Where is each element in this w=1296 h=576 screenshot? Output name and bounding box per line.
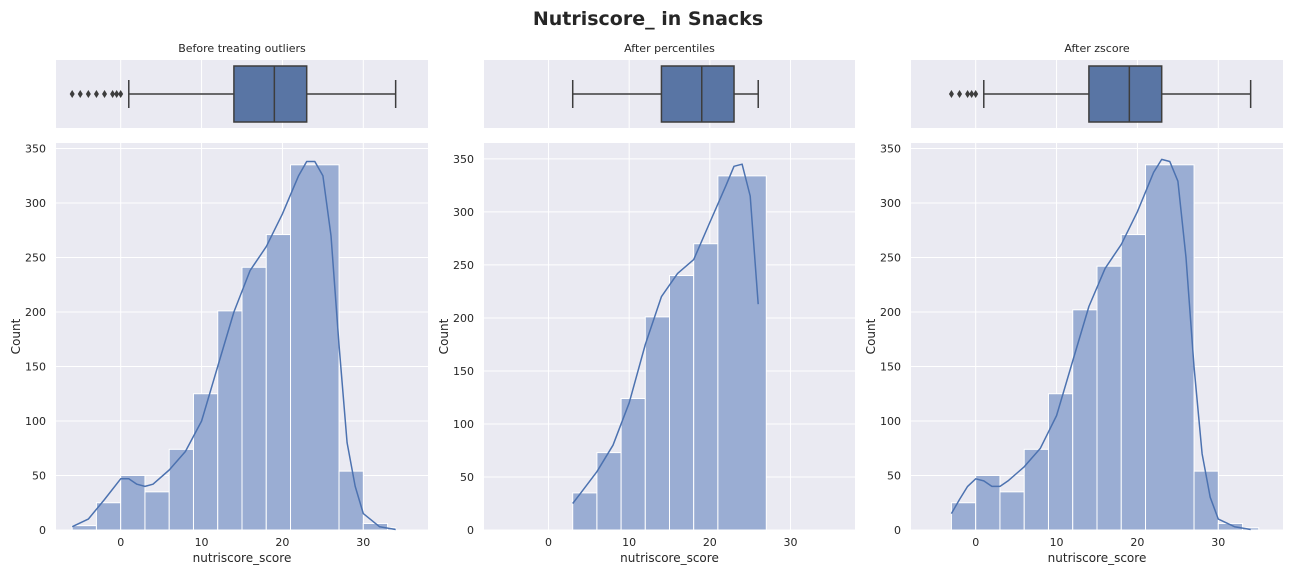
y-tick-label: 200 [25, 306, 46, 319]
x-axis-label: nutriscore_score [193, 551, 292, 565]
x-tick-label: 0 [972, 536, 979, 549]
y-tick-label: 50 [887, 469, 901, 482]
y-tick-label: 300 [453, 206, 474, 219]
x-tick-label: 0 [545, 536, 552, 549]
x-tick-label: 30 [783, 536, 797, 549]
outlier-point [93, 90, 99, 98]
histogram-bar [717, 175, 767, 531]
boxplot-panel-1: Before treating outliers [56, 42, 428, 128]
y-tick-label: 300 [880, 197, 901, 210]
outlier-point [973, 90, 979, 98]
x-tick-label: 30 [1211, 536, 1225, 549]
histogram-bar [265, 234, 292, 531]
kde-line [572, 163, 759, 504]
kde-line [71, 160, 396, 531]
y-tick-label: 0 [467, 524, 474, 537]
boxplot-panel-3: After zscore [911, 42, 1283, 128]
outlier-point [77, 90, 83, 98]
histogram-bar [1072, 309, 1098, 531]
y-tick-label: 350 [880, 142, 901, 155]
histogram-bar [669, 275, 695, 531]
histogram-bar [1217, 522, 1244, 531]
y-tick-label: 150 [453, 365, 474, 378]
histogram-bar [1145, 164, 1195, 531]
histogram-bar [241, 266, 267, 531]
x-tick-label: 10 [622, 536, 636, 549]
y-tick-label: 200 [453, 312, 474, 325]
y-tick-label: 250 [453, 259, 474, 272]
histogram-bar [95, 502, 122, 531]
outlier-point [957, 90, 963, 98]
histogram-bar [290, 164, 340, 531]
y-tick-label: 150 [880, 360, 901, 373]
box-iqr [233, 65, 308, 123]
boxplot-panel-2: After percentiles [484, 42, 855, 128]
boxplot-title: Before treating outliers [178, 42, 306, 55]
y-tick-label: 100 [453, 418, 474, 431]
histogram-bar [693, 243, 719, 531]
box-iqr [1088, 65, 1163, 123]
y-axis-label: Count [864, 318, 878, 354]
histogram-bar [1047, 393, 1074, 531]
y-tick-label: 0 [894, 524, 901, 537]
y-tick-label: 0 [39, 524, 46, 537]
outlier-point [110, 90, 116, 98]
histogram-bar [644, 316, 670, 531]
kde-line [950, 158, 1251, 531]
x-tick-label: 30 [356, 536, 370, 549]
y-tick-label: 250 [880, 251, 901, 264]
outlier-point [118, 90, 124, 98]
histogram-bar [620, 398, 646, 531]
x-tick-label: 20 [703, 536, 717, 549]
y-tick-label: 350 [25, 142, 46, 155]
y-tick-label: 50 [32, 469, 46, 482]
x-axis-label: nutriscore_score [1048, 551, 1147, 565]
histogram-bar [999, 491, 1025, 531]
histogram-panel-3: 0 50 100 150 200 250 300 350 0 10 20 30 nutriscore_s… [864, 142, 1283, 565]
y-tick-label: 250 [25, 251, 46, 264]
y-tick-label: 150 [25, 360, 46, 373]
outlier-point [102, 90, 108, 98]
y-tick-label: 200 [880, 306, 901, 319]
outlier-point [965, 90, 971, 98]
y-tick-label: 100 [880, 415, 901, 428]
x-tick-label: 20 [275, 536, 289, 549]
outlier-point [85, 90, 91, 98]
figure-title: Nutriscore_ in Snacks [532, 8, 764, 30]
histogram-panel-2: 0 50 100 150 200 250 300 350 0 10 20 30 nutriscore_s… [437, 143, 855, 565]
histogram-bar [1193, 470, 1219, 531]
histogram-bar [144, 491, 170, 531]
y-axis-label: Count [9, 318, 23, 354]
y-axis-label: Count [437, 318, 451, 354]
outlier-point [114, 90, 120, 98]
outlier-point [969, 90, 975, 98]
histogram-bar [168, 448, 194, 531]
histogram-bar [120, 474, 146, 531]
boxplot-title: After zscore [1064, 42, 1129, 55]
histogram-bar [1120, 234, 1147, 531]
histogram-bar [1023, 448, 1049, 531]
x-axis-label: nutriscore_score [620, 551, 719, 565]
histogram-bar [217, 310, 243, 531]
x-tick-label: 0 [117, 536, 124, 549]
x-tick-label: 20 [1130, 536, 1144, 549]
histogram-bar [71, 525, 97, 531]
x-tick-label: 10 [195, 536, 209, 549]
histogram-panel-1: 0 50 100 150 200 250 300 350 0 10 20 30 nutriscore_s… [9, 142, 428, 565]
y-tick-label: 50 [460, 471, 474, 484]
y-tick-label: 350 [453, 153, 474, 166]
box-iqr [660, 65, 735, 123]
histogram-bar [596, 452, 622, 531]
y-tick-label: 100 [25, 415, 46, 428]
histogram-bar [192, 393, 219, 531]
histogram-bar [975, 474, 1001, 531]
x-tick-label: 10 [1050, 536, 1064, 549]
boxplot-title: After percentiles [624, 42, 715, 55]
outlier-point [69, 90, 75, 98]
histogram-bar [1096, 265, 1122, 531]
outlier-point [948, 90, 954, 98]
y-tick-label: 300 [25, 197, 46, 210]
